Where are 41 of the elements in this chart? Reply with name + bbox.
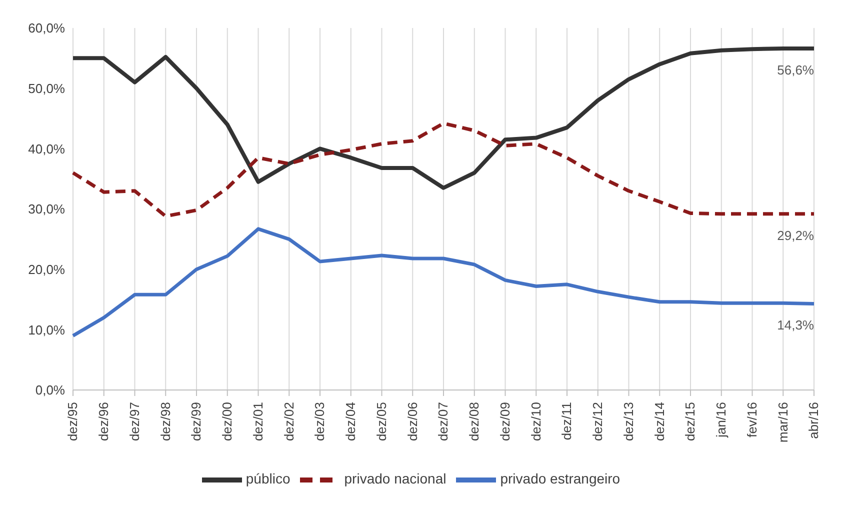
x-tick-label: dez/97 (126, 402, 142, 442)
x-tick-label: dez/14 (652, 402, 667, 442)
x-tick-label: dez/03 (312, 402, 328, 442)
data-label: 56,6% (777, 62, 814, 78)
x-tick-label: dez/96 (96, 402, 112, 442)
line-series (71, 122, 816, 218)
y-tick-label: 50,0% (28, 80, 66, 96)
y-tick-label: 0,0% (35, 382, 66, 398)
data-label: 14,3% (777, 318, 814, 333)
x-tick-label: jan/16 (714, 402, 729, 438)
x-tick-label: dez/04 (343, 402, 358, 442)
x-tick-label: fev/16 (744, 402, 760, 438)
y-tick-label: 30,0% (28, 202, 66, 217)
x-tick-label: dez/08 (466, 402, 482, 442)
x-tick-label: dez/13 (620, 402, 636, 442)
x-tick-label: dez/11 (559, 402, 574, 440)
x-tick-label: dez/15 (682, 402, 698, 442)
x-tick-label: dez/99 (188, 402, 204, 442)
legend-label: privado estrangeiro (500, 470, 620, 487)
x-tick-label: dez/05 (374, 402, 389, 442)
x-tick-label: dez/00 (220, 402, 235, 442)
x-tick-label: abr/16 (806, 402, 822, 439)
x-tick-label: dez/95 (65, 402, 80, 442)
legend-label: privado nacional (344, 470, 446, 487)
x-tick-label: dez/12 (590, 402, 606, 442)
x-tick-label: dez/06 (404, 402, 420, 442)
legend-label: público (246, 470, 290, 487)
x-tick-label: dez/98 (158, 402, 173, 442)
x-tick-label: dez/09 (497, 402, 512, 442)
x-tick-label: dez/01 (250, 402, 266, 442)
x-tick-label: mar/16 (775, 402, 790, 442)
x-tick-label: dez/07 (436, 402, 451, 442)
y-tick-label: 60,0% (28, 20, 66, 36)
y-tick-label: 10,0% (28, 322, 66, 338)
y-tick-label: 40,0% (28, 141, 66, 156)
y-tick-label: 20,0% (28, 262, 66, 277)
x-tick-label: dez/02 (281, 402, 296, 442)
x-tick-label: dez/10 (528, 402, 544, 442)
line-series (71, 46, 816, 190)
data-label: 29,2% (777, 228, 814, 243)
line-series (71, 227, 816, 338)
